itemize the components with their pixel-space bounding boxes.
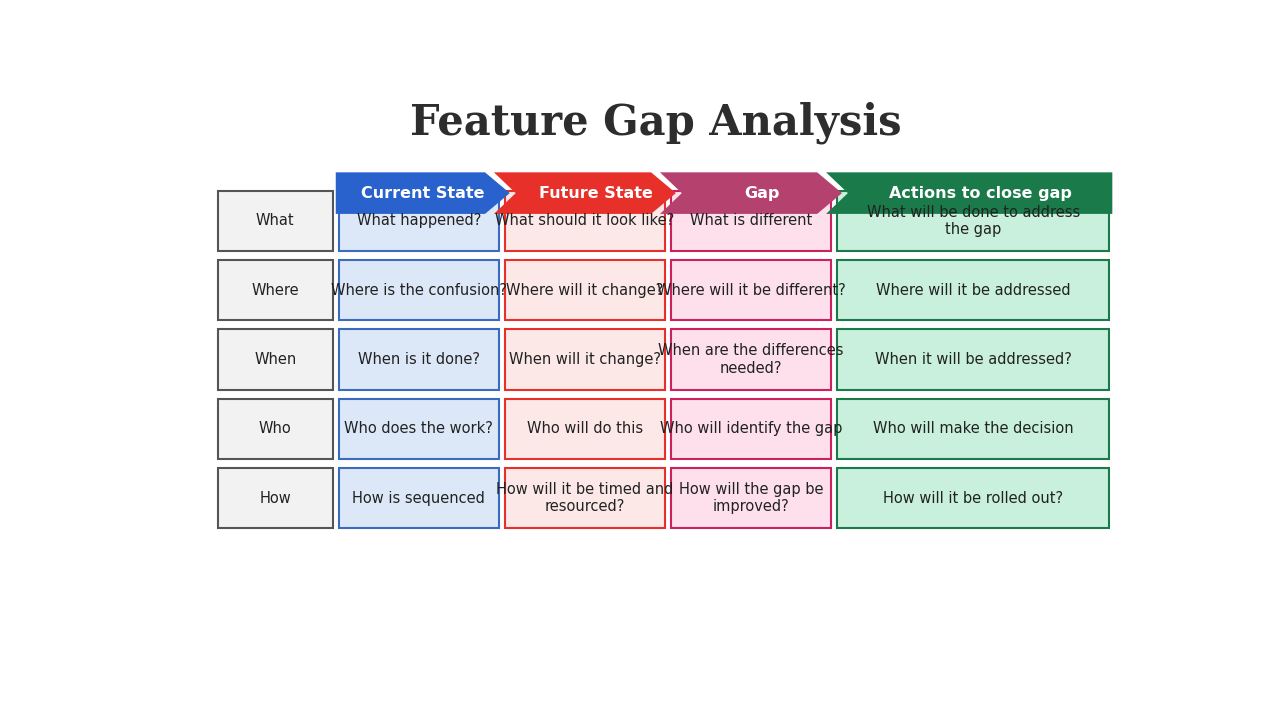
Text: Current State: Current State [361, 186, 485, 201]
Polygon shape [494, 172, 676, 214]
FancyBboxPatch shape [671, 399, 831, 459]
FancyBboxPatch shape [671, 329, 831, 390]
Text: What: What [256, 213, 294, 228]
Text: When is it done?: When is it done? [358, 352, 480, 367]
Text: How will it be rolled out?: How will it be rolled out? [883, 490, 1064, 505]
FancyBboxPatch shape [671, 468, 831, 528]
Text: How will the gap be
improved?: How will the gap be improved? [678, 482, 823, 514]
FancyBboxPatch shape [339, 260, 499, 320]
Text: Where will it be different?: Where will it be different? [657, 283, 845, 297]
Text: Who will do this: Who will do this [527, 421, 643, 436]
Text: Future State: Future State [539, 186, 653, 201]
Text: Feature Gap Analysis: Feature Gap Analysis [410, 102, 902, 144]
Text: Who will make the decision: Who will make the decision [873, 421, 1074, 436]
Polygon shape [660, 172, 842, 214]
Text: When it will be addressed?: When it will be addressed? [874, 352, 1071, 367]
Polygon shape [826, 172, 1112, 214]
Text: Where is the confusion?: Where is the confusion? [330, 283, 507, 297]
FancyBboxPatch shape [504, 191, 664, 251]
Text: What happened?: What happened? [357, 213, 481, 228]
FancyBboxPatch shape [504, 329, 664, 390]
FancyBboxPatch shape [218, 329, 333, 390]
FancyBboxPatch shape [671, 260, 831, 320]
FancyBboxPatch shape [339, 191, 499, 251]
Text: When: When [253, 352, 296, 367]
Text: When are the differences
needed?: When are the differences needed? [658, 343, 844, 376]
FancyBboxPatch shape [504, 468, 664, 528]
FancyBboxPatch shape [837, 260, 1110, 320]
FancyBboxPatch shape [218, 399, 333, 459]
Text: What will be done to address
the gap: What will be done to address the gap [867, 204, 1080, 237]
Text: Who does the work?: Who does the work? [344, 421, 493, 436]
Text: What should it look like?: What should it look like? [495, 213, 675, 228]
Text: Where: Where [251, 283, 300, 297]
Text: What is different: What is different [690, 213, 812, 228]
FancyBboxPatch shape [218, 191, 333, 251]
FancyBboxPatch shape [837, 468, 1110, 528]
Text: How will it be timed and
resourced?: How will it be timed and resourced? [497, 482, 673, 514]
Text: Who: Who [259, 421, 292, 436]
FancyBboxPatch shape [504, 260, 664, 320]
Text: Actions to close gap: Actions to close gap [888, 186, 1071, 201]
Text: Where will it be addressed: Where will it be addressed [876, 283, 1070, 297]
Text: When will it change?: When will it change? [509, 352, 660, 367]
FancyBboxPatch shape [339, 399, 499, 459]
FancyBboxPatch shape [837, 399, 1110, 459]
FancyBboxPatch shape [218, 468, 333, 528]
FancyBboxPatch shape [671, 191, 831, 251]
FancyBboxPatch shape [339, 329, 499, 390]
FancyBboxPatch shape [837, 329, 1110, 390]
Text: How is sequenced: How is sequenced [352, 490, 485, 505]
Text: How: How [260, 490, 291, 505]
FancyBboxPatch shape [339, 468, 499, 528]
Text: Who will identify the gap: Who will identify the gap [659, 421, 842, 436]
Text: Gap: Gap [744, 186, 780, 201]
FancyBboxPatch shape [504, 399, 664, 459]
Text: Where will it change?: Where will it change? [506, 283, 663, 297]
Polygon shape [335, 172, 509, 214]
FancyBboxPatch shape [218, 260, 333, 320]
FancyBboxPatch shape [837, 191, 1110, 251]
